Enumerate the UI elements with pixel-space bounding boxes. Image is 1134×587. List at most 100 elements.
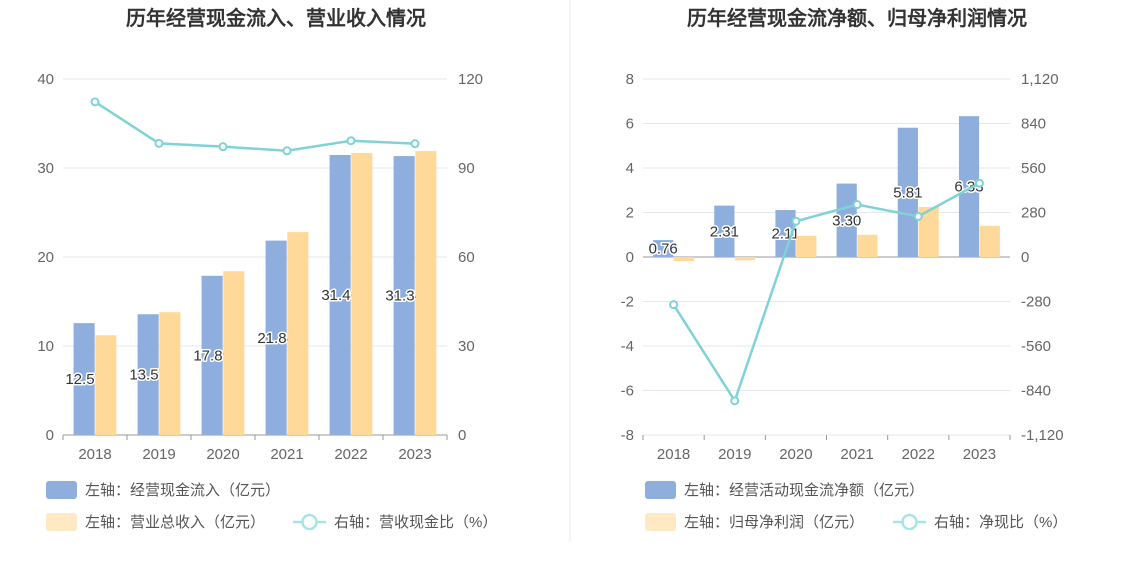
bar-secondary[interactable] [159, 312, 181, 435]
chart-right: 历年经营现金流净额、归母净利润情况 -8 -6 -4 -2 0 2 4 6 8 -1,120 -840… [621, 6, 1067, 531]
legend-label: 右轴：净现比（%） [934, 514, 1067, 531]
bar-primary[interactable] [265, 240, 287, 435]
y-left-tick-label: 10 [37, 338, 54, 355]
bar-primary[interactable] [836, 183, 857, 257]
ratio-line [94, 100, 416, 153]
ratio-point[interactable] [218, 142, 228, 152]
x-tick-label: 2021 [270, 446, 303, 463]
bar-data-label: 0.76 [649, 241, 678, 258]
bar-primary[interactable] [73, 323, 95, 435]
bar-primary[interactable] [958, 116, 980, 257]
y-right-tick-label: 560 [1021, 160, 1046, 177]
legend-item[interactable]: 左轴：经营现金流入（亿元） [46, 481, 280, 499]
ratio-point[interactable] [282, 146, 292, 156]
bar-secondary[interactable] [857, 234, 878, 257]
ratio-point[interactable] [410, 139, 420, 149]
legend-item[interactable]: 左轴：经营活动现金流净额（亿元） [645, 481, 924, 499]
legend-label: 左轴：经营活动现金流净额（亿元） [684, 482, 924, 499]
y-right-tick-label: 60 [458, 249, 475, 266]
x-tick-label: 2023 [963, 446, 996, 463]
ratio-point[interactable] [669, 300, 679, 310]
bar-secondary[interactable] [223, 271, 245, 435]
y-left-tick-label: 6 [626, 116, 634, 133]
legend-item[interactable]: 左轴：营业总收入（亿元） [46, 513, 265, 531]
bar-primary[interactable] [775, 210, 796, 257]
x-tick-label: 2022 [902, 446, 935, 463]
bar-primary[interactable] [393, 156, 415, 435]
y-left-tick-label: -4 [621, 338, 634, 355]
legend-swatch [645, 481, 676, 499]
bar-data-label: 13.57 [129, 367, 167, 384]
legend-circle-swatch [301, 513, 318, 531]
ratio-point[interactable] [913, 211, 923, 221]
legend-label: 左轴：营业总收入（亿元） [85, 514, 265, 531]
legend-item[interactable]: 左轴：归母净利润（亿元） [645, 513, 864, 531]
ratio-point[interactable] [730, 396, 740, 406]
y-right-tick-label: 90 [458, 160, 475, 177]
y-left-tick-label: -2 [621, 294, 634, 311]
legend-label: 右轴：营收现金比（%） [334, 514, 497, 531]
x-tick-label: 2019 [718, 446, 751, 463]
bar-primary[interactable] [201, 275, 223, 435]
ratio-point[interactable] [154, 138, 164, 148]
bar-data-label: 2.31 [710, 223, 739, 240]
y-left-tick-label: 2 [626, 205, 634, 222]
bar-data-label: 3.30 [832, 212, 861, 229]
bar-secondary[interactable] [351, 152, 373, 435]
bar-secondary[interactable] [95, 335, 117, 435]
bar-data-label: 31.34 [385, 288, 423, 305]
bar-secondary[interactable] [735, 257, 756, 261]
legend-swatch [46, 513, 77, 531]
x-tick-label: 2020 [779, 446, 812, 463]
legend-item[interactable]: 右轴：营收现金比（%） [293, 513, 497, 531]
legend-label: 左轴：归母净利润（亿元） [684, 514, 864, 531]
ratio-point[interactable] [791, 216, 801, 226]
bar-secondary[interactable] [796, 235, 817, 257]
x-tick-label: 2019 [142, 446, 175, 463]
x-tick-label: 2020 [206, 446, 239, 463]
y-right-tick-label: -1,120 [1021, 427, 1064, 444]
bar-secondary[interactable] [918, 206, 939, 257]
y-left-tick-label: -8 [621, 427, 634, 444]
y-left-tick-label: 4 [626, 160, 634, 177]
y-left-tick-label: 8 [626, 71, 634, 88]
bar-data-label: 12.57 [65, 371, 103, 388]
ratio-line [672, 182, 981, 404]
y-right-tick-label: 840 [1021, 116, 1046, 133]
y-left-tick-label: 40 [37, 71, 54, 88]
y-left-tick-label: 30 [37, 160, 54, 177]
x-tick-label: 2022 [334, 446, 367, 463]
bar-primary[interactable] [714, 205, 735, 257]
ratio-point[interactable] [90, 97, 100, 107]
bar-secondary[interactable] [415, 151, 437, 435]
bar-primary[interactable] [329, 155, 351, 436]
bar-primary[interactable] [897, 127, 918, 257]
bar-secondary[interactable] [979, 225, 1000, 257]
x-tick-label: 2018 [78, 446, 111, 463]
bar-data-label: 31.46 [321, 287, 359, 304]
y-right-tick-label: 120 [458, 71, 483, 88]
legend-swatch [645, 513, 676, 531]
y-right-tick-label: 1,120 [1021, 71, 1059, 88]
chart-title: 历年经营现金流净额、归母净利润情况 [687, 6, 1027, 30]
chart-left: 历年经营现金流入、营业收入情况 0 10 20 30 40 0 30 60 90 120 2018 20… [37, 6, 497, 531]
y-left-tick-label: 20 [37, 249, 54, 266]
ratio-point[interactable] [974, 178, 984, 188]
bar-data-label: 17.89 [193, 347, 231, 364]
bar-primary[interactable] [137, 314, 159, 435]
y-right-tick-label: -280 [1021, 294, 1051, 311]
ratio-point[interactable] [852, 200, 862, 210]
ratio-point[interactable] [346, 136, 356, 146]
legend-item[interactable]: 右轴：净现比（%） [893, 513, 1067, 531]
bar-primary[interactable] [653, 240, 674, 257]
legend-circle-swatch [901, 513, 918, 531]
x-tick-label: 2018 [657, 446, 690, 463]
bar-data-label: 5.81 [893, 184, 922, 201]
y-right-tick-label: 280 [1021, 205, 1046, 222]
bar-secondary[interactable] [673, 257, 695, 262]
bar-secondary[interactable] [287, 232, 309, 435]
y-right-tick-label: 0 [1021, 249, 1029, 266]
bar-data-label: 21.84 [257, 330, 295, 347]
